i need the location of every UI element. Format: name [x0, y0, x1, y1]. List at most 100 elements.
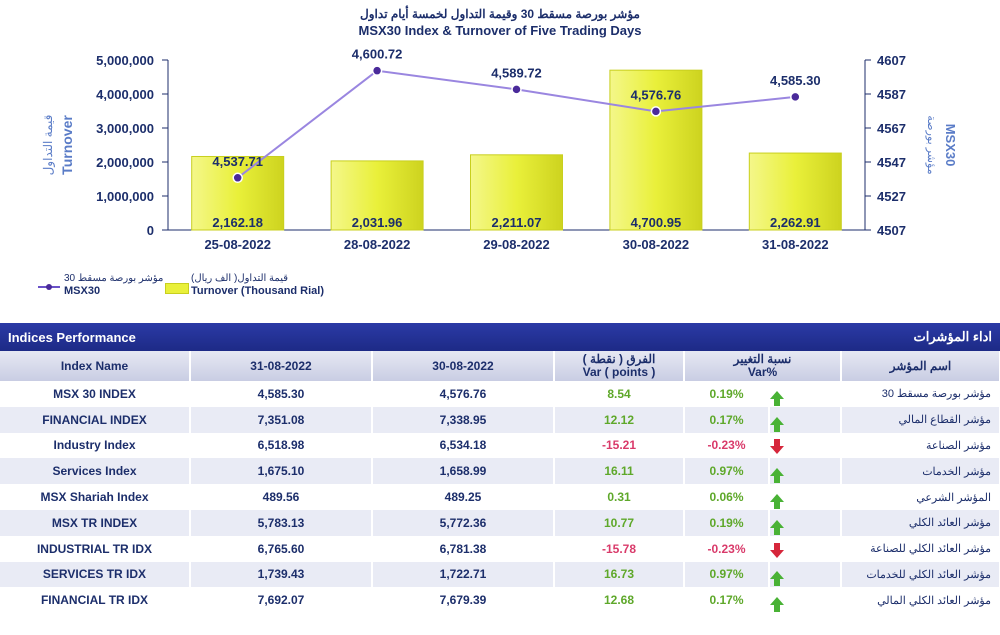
cell-value-date2: 489.25 [372, 484, 555, 510]
cell-var-points: 16.11 [554, 458, 685, 485]
line-value-label: 4,589.72 [491, 65, 542, 80]
y-right-tick-label: 4507 [877, 223, 906, 238]
cell-value-date1: 489.56 [190, 484, 373, 510]
cell-value-date2: 4,576.76 [372, 381, 555, 407]
table-row: SERVICES TR IDX 1,739.43 1,722.71 16.73 0.97… [0, 561, 1000, 588]
cell-var-points: -15.21 [554, 432, 685, 459]
table-row: MSX Shariah Index 489.56 489.25 0.31 0.06% ال… [0, 484, 1000, 510]
cell-value-date1: 4,585.30 [190, 381, 373, 407]
y-left-tick-label: 3,000,000 [96, 121, 154, 136]
col-index-name-ar: اسم المؤشر [841, 351, 1000, 381]
cell-index-name-ar: مؤشر العائد الكلي [841, 509, 1000, 536]
line-point [232, 172, 243, 184]
cell-var-percent: -0.23% [684, 432, 770, 459]
cell-value-date1: 1,739.43 [190, 561, 373, 588]
y-left-title-en: Turnover [59, 115, 75, 175]
cell-var-percent: 0.97% [684, 458, 770, 485]
cell-index-name-ar: مؤشر العائد الكلي للخدمات [841, 561, 1000, 588]
y-right-title-ar: مؤشر بورصة [925, 115, 937, 174]
cell-var-points: 0.31 [554, 484, 685, 510]
table-body: MSX 30 INDEX 4,585.30 4,576.76 8.54 0.19% مؤش… [0, 381, 1000, 614]
cell-value-date2: 7,679.39 [372, 587, 555, 614]
cell-arrow [769, 509, 843, 536]
arrow-up-icon [770, 468, 784, 484]
cell-var-points: 12.12 [554, 406, 685, 433]
cell-arrow [769, 535, 843, 562]
cell-index-name-ar: مؤشر العائد الكلي المالي [841, 587, 1000, 614]
cell-index-name: MSX 30 INDEX [0, 381, 191, 407]
y-right-title-en: MSX30 [943, 124, 958, 167]
x-tick-label: 29-08-2022 [483, 237, 550, 252]
x-tick-label: 25-08-2022 [204, 237, 271, 252]
line-value-label: 4,585.30 [770, 73, 821, 88]
cell-index-name-ar: مؤشر بورصة مسقط 30 [841, 381, 1000, 407]
col-var: الفرق ( نقطة ) Var ( points ) [554, 351, 685, 381]
y-right-tick-label: 4527 [877, 189, 906, 204]
bar-value-label: 4,700.95 [631, 215, 682, 230]
cell-var-points: 16.73 [554, 561, 685, 588]
cell-value-date2: 1,722.71 [372, 561, 555, 588]
x-tick-label: 30-08-2022 [623, 237, 690, 252]
cell-var-percent: 0.19% [684, 381, 770, 407]
cell-value-date1: 5,783.13 [190, 509, 373, 536]
arrow-down-icon [770, 542, 784, 558]
y-right-tick-label: 4547 [877, 155, 906, 170]
table-row: Industry Index 6,518.98 6,534.18 -15.21 -0.2… [0, 432, 1000, 459]
line-point [511, 84, 522, 95]
x-tick-label: 31-08-2022 [762, 237, 829, 252]
col-date2: 30-08-2022 [372, 351, 555, 381]
cell-value-date2: 7,338.95 [372, 406, 555, 433]
cell-index-name: INDUSTRIAL TR IDX [0, 535, 191, 562]
cell-var-points: 10.77 [554, 509, 685, 536]
arrow-up-icon [770, 571, 784, 587]
table-row: FINANCIAL TR IDX 7,692.07 7,679.39 12.68 0.1… [0, 587, 1000, 614]
legend-bar: قيمة التداول( الف ريال) Turnover (Thousa… [165, 272, 324, 298]
y-left-tick-label: 5,000,000 [96, 53, 154, 68]
cell-index-name: SERVICES TR IDX [0, 561, 191, 588]
arrow-up-icon [770, 416, 784, 432]
chart-title-en: MSX30 Index & Turnover of Five Trading D… [359, 23, 642, 38]
col-pct: نسبة التغيير Var% [684, 351, 843, 381]
table-title-bar: Indices Performance اداء المؤشرات [0, 323, 1000, 351]
cell-var-points: -15.78 [554, 535, 685, 562]
cell-index-name-ar: مؤشر الصناعة [841, 432, 1000, 459]
cell-var-percent: 0.97% [684, 561, 770, 588]
bar-value-label: 2,162.18 [212, 215, 263, 230]
y-left-tick-label: 2,000,000 [96, 155, 154, 170]
cell-index-name: FINANCIAL TR IDX [0, 587, 191, 614]
x-tick-label: 28-08-2022 [344, 237, 411, 252]
y-left-tick-label: 4,000,000 [96, 87, 154, 102]
table-title-ar: اداء المؤشرات [913, 329, 992, 344]
cell-value-date1: 6,518.98 [190, 432, 373, 459]
cell-index-name-ar: المؤشر الشرعي [841, 484, 1000, 510]
legend-line-swatch [38, 284, 60, 290]
cell-value-date1: 1,675.10 [190, 458, 373, 485]
cell-arrow [769, 587, 843, 614]
line-point [371, 65, 383, 76]
bar-turnover [191, 155, 285, 231]
line-value-label: 4,576.76 [631, 87, 682, 102]
cell-value-date2: 5,772.36 [372, 509, 555, 536]
cell-arrow [769, 484, 843, 510]
cell-arrow [769, 406, 843, 433]
cell-arrow [769, 432, 843, 459]
cell-index-name: Services Index [0, 458, 191, 485]
legend-bar-en: Turnover (Thousand Rial) [191, 285, 325, 297]
y-right-tick-label: 4567 [877, 121, 906, 136]
y-left-title-ar: قيمة التداول [41, 115, 55, 176]
col-var-ar: الفرق ( نقطة ) [582, 352, 656, 366]
line-value-label: 4,600.72 [352, 47, 403, 62]
table-row: INDUSTRIAL TR IDX 6,765.60 6,781.38 -15.78-… [0, 535, 1000, 562]
cell-index-name-ar: مؤشر العائد الكلي للصناعة [841, 535, 1000, 562]
cell-var-percent: 0.19% [684, 509, 770, 536]
legend-line-ar: مؤشر بورصة مسقط 30 [64, 273, 164, 284]
chart-area: مؤشر بورصة مسقط 30 وقيمة التداول لخمسة أ… [38, 6, 958, 298]
cell-var-points: 8.54 [554, 381, 685, 407]
legend-line-en: MSX30 [64, 285, 101, 297]
arrow-up-icon [770, 519, 784, 535]
cell-index-name: MSX Shariah Index [0, 484, 191, 510]
y-left-tick-label: 0 [147, 223, 154, 238]
table-title-en: Indices Performance [8, 329, 136, 345]
col-date1: 31-08-2022 [190, 351, 373, 381]
line-point [650, 106, 662, 117]
